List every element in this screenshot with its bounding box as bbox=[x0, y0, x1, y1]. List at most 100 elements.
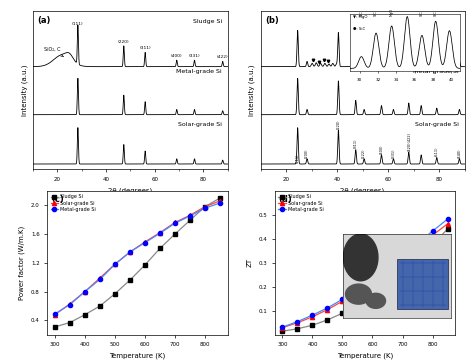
Sludge Si bbox=[310, 323, 315, 327]
Metal-grade Si bbox=[415, 241, 420, 245]
Text: (a): (a) bbox=[37, 15, 50, 24]
Solar-grade Si bbox=[384, 267, 390, 272]
Metal-grade Si bbox=[112, 262, 118, 266]
Line: Sludge Si: Sludge Si bbox=[280, 227, 450, 333]
Text: (440): (440) bbox=[457, 148, 461, 158]
Metal-grade Si bbox=[52, 312, 58, 316]
Text: (220): (220) bbox=[118, 40, 129, 44]
Solar-grade Si bbox=[97, 276, 103, 280]
Metal-grade Si bbox=[370, 276, 375, 280]
Metal-grade Si bbox=[67, 302, 73, 307]
Sludge Si bbox=[112, 292, 118, 296]
Solar-grade Si bbox=[142, 240, 148, 244]
Sludge Si bbox=[294, 327, 300, 331]
Text: Sludge Si: Sludge Si bbox=[429, 19, 458, 24]
Metal-grade Si bbox=[127, 250, 133, 254]
Solar-grade Si bbox=[187, 213, 193, 217]
Solar-grade Si bbox=[294, 321, 300, 325]
Metal-grade Si bbox=[294, 319, 300, 324]
Sludge Si bbox=[400, 270, 405, 274]
Text: (331): (331) bbox=[392, 148, 395, 158]
Sludge Si bbox=[142, 263, 148, 267]
Solar-grade Si bbox=[339, 299, 345, 303]
Metal-grade Si bbox=[142, 240, 148, 245]
Metal-grade Si bbox=[82, 289, 88, 294]
Text: Solar-grade Si: Solar-grade Si bbox=[415, 122, 458, 127]
Metal-grade Si bbox=[97, 277, 103, 282]
Metal-grade Si bbox=[202, 206, 208, 210]
Text: (111): (111) bbox=[296, 153, 300, 163]
Text: (511): (511) bbox=[435, 147, 439, 156]
Text: (220): (220) bbox=[337, 120, 340, 129]
Solar-grade Si bbox=[67, 302, 73, 306]
Text: Sludge Si: Sludge Si bbox=[350, 19, 375, 24]
Text: (200): (200) bbox=[305, 148, 309, 158]
Metal-grade Si bbox=[310, 313, 315, 317]
Metal-grade Si bbox=[400, 253, 405, 257]
Solar-grade Si bbox=[82, 289, 88, 294]
Sludge Si bbox=[445, 227, 450, 231]
Solar-grade Si bbox=[325, 307, 330, 312]
Sludge Si bbox=[384, 283, 390, 287]
Solar-grade Si bbox=[112, 262, 118, 266]
Text: (b): (b) bbox=[265, 15, 279, 24]
Text: Sludge Si: Sludge Si bbox=[192, 19, 222, 24]
Text: (d): (d) bbox=[279, 195, 292, 204]
Y-axis label: ZT: ZT bbox=[247, 258, 253, 267]
Solar-grade Si bbox=[52, 312, 58, 317]
Line: Metal-grade Si: Metal-grade Si bbox=[280, 217, 450, 329]
Sludge Si bbox=[187, 218, 193, 222]
Solar-grade Si bbox=[217, 199, 223, 203]
Y-axis label: Power factor (W/m.K): Power factor (W/m.K) bbox=[19, 226, 26, 300]
Text: Metal-grade Si: Metal-grade Si bbox=[413, 69, 458, 75]
Solar-grade Si bbox=[202, 204, 208, 209]
Text: (222): (222) bbox=[362, 148, 366, 158]
Sludge Si bbox=[355, 303, 360, 308]
Sludge Si bbox=[172, 232, 178, 236]
Sludge Si bbox=[429, 242, 435, 246]
Text: ●: SiC: ●: SiC bbox=[350, 42, 365, 48]
Line: Metal-grade Si: Metal-grade Si bbox=[53, 201, 222, 316]
Sludge Si bbox=[415, 256, 420, 260]
Sludge Si bbox=[325, 318, 330, 322]
Line: Solar-grade Si: Solar-grade Si bbox=[53, 199, 222, 317]
Metal-grade Si bbox=[384, 265, 390, 269]
Solar-grade Si bbox=[172, 220, 178, 225]
Sludge Si bbox=[339, 311, 345, 315]
X-axis label: 2θ (degrees): 2θ (degrees) bbox=[108, 188, 153, 194]
Text: (422): (422) bbox=[217, 55, 228, 59]
Text: (111): (111) bbox=[72, 22, 84, 26]
Sludge Si bbox=[127, 278, 133, 282]
Text: ▼: MgO: ▼: MgO bbox=[350, 31, 368, 36]
Sludge Si bbox=[280, 329, 285, 333]
Text: (420)(422): (420)(422) bbox=[408, 132, 412, 151]
Text: (400): (400) bbox=[380, 144, 383, 154]
Sludge Si bbox=[97, 304, 103, 308]
Line: Solar-grade Si: Solar-grade Si bbox=[280, 222, 450, 330]
Metal-grade Si bbox=[325, 306, 330, 310]
Sludge Si bbox=[217, 196, 223, 200]
Metal-grade Si bbox=[429, 229, 435, 233]
Text: (331): (331) bbox=[189, 54, 201, 58]
Sludge Si bbox=[67, 320, 73, 325]
Solar-grade Si bbox=[127, 250, 133, 254]
Metal-grade Si bbox=[280, 325, 285, 329]
Line: Sludge Si: Sludge Si bbox=[53, 196, 222, 329]
Solar-grade Si bbox=[445, 222, 450, 226]
Solar-grade Si bbox=[355, 289, 360, 294]
Sludge Si bbox=[157, 246, 163, 251]
Text: SiO₂, C: SiO₂, C bbox=[44, 47, 64, 57]
Text: Metal-grade Si: Metal-grade Si bbox=[176, 69, 222, 75]
Solar-grade Si bbox=[400, 256, 405, 260]
Y-axis label: Intensity (a.u.): Intensity (a.u.) bbox=[21, 64, 27, 116]
Text: Solar-grade Si: Solar-grade Si bbox=[178, 122, 222, 127]
Sludge Si bbox=[82, 312, 88, 317]
Legend: Sludge Si, Solar-grade Si, Metal-grade Si: Sludge Si, Solar-grade Si, Metal-grade S… bbox=[50, 193, 97, 213]
Legend: Sludge Si, Solar-grade Si, Metal-grade Si: Sludge Si, Solar-grade Si, Metal-grade S… bbox=[277, 193, 324, 213]
Metal-grade Si bbox=[217, 201, 223, 205]
Metal-grade Si bbox=[355, 288, 360, 292]
Solar-grade Si bbox=[310, 315, 315, 319]
Solar-grade Si bbox=[429, 233, 435, 237]
Text: (400): (400) bbox=[171, 54, 182, 58]
Metal-grade Si bbox=[172, 221, 178, 225]
